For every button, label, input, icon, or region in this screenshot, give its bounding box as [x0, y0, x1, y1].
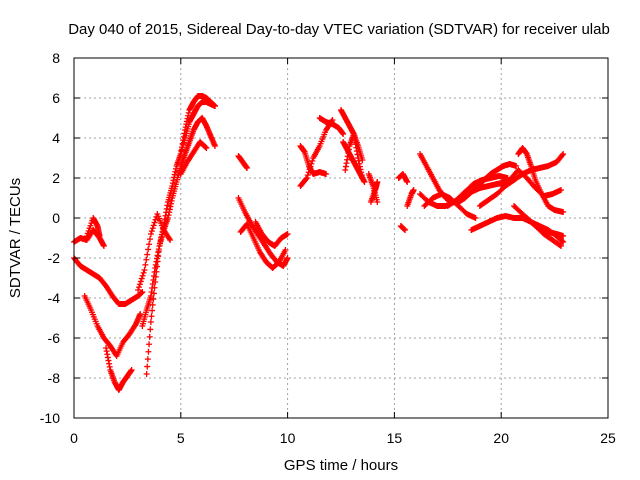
y-tick-labels: -10 -8 -6 -4 -2 0 2 4 6 8 [40, 50, 60, 426]
point-markers [103, 345, 135, 393]
y-tick-label: -10 [40, 410, 60, 426]
series-arc-17 [316, 115, 347, 137]
point-markers [235, 153, 251, 171]
point-markers [515, 145, 567, 215]
x-tick-label: 15 [387, 430, 403, 446]
point-markers [395, 171, 411, 185]
y-tick-label: -8 [48, 370, 61, 386]
y-tick-label: -6 [48, 330, 61, 346]
series-arc-16 [297, 143, 330, 177]
x-axis-label: GPS time / hours [284, 457, 398, 474]
point-markers [81, 293, 144, 359]
point-markers [342, 131, 366, 181]
point-markers [177, 93, 218, 157]
series-arc-03 [71, 255, 146, 307]
point-markers [397, 223, 409, 233]
point-markers [237, 221, 289, 271]
series-arc-22 [367, 179, 381, 205]
plot-frame [73, 57, 609, 419]
x-tick-label: 0 [70, 430, 78, 446]
series-arc-02 [83, 215, 103, 239]
point-markers [444, 173, 511, 209]
x-tick-label: 10 [280, 430, 296, 446]
series-arc-08 [177, 93, 218, 157]
y-tick-label: 0 [52, 210, 60, 226]
series-arc-33 [515, 145, 567, 215]
y-tick-label: 6 [52, 90, 60, 106]
point-markers [523, 215, 565, 249]
point-markers [297, 143, 330, 177]
y-tick-label: -4 [48, 290, 61, 306]
chart-title: Day 040 of 2015, Sidereal Day-to-day VTE… [68, 21, 610, 38]
series-arc-24 [397, 223, 409, 233]
series-arc-23 [395, 171, 411, 185]
x-tick-label: 20 [493, 430, 509, 446]
series-arc-07 [139, 115, 218, 329]
series-arc-10 [177, 139, 210, 177]
y-tick-label: -2 [48, 250, 61, 266]
x-tick-label: 5 [177, 430, 185, 446]
series-arc-25 [404, 187, 417, 209]
series-arc-20 [342, 131, 366, 181]
series-arc-14 [252, 219, 291, 249]
point-markers [83, 215, 103, 239]
point-markers [135, 211, 174, 293]
data-points [71, 93, 567, 393]
y-tick-label: 4 [52, 130, 60, 146]
series-arc-09 [135, 211, 174, 293]
point-markers [404, 187, 417, 209]
tick-marks [73, 57, 609, 419]
point-markers [139, 115, 218, 329]
y-axis-label: SDTVAR / TECUs [7, 178, 24, 298]
point-markers [71, 255, 146, 307]
point-markers [177, 139, 210, 177]
x-tick-label: 25 [600, 430, 616, 446]
point-markers [252, 219, 291, 249]
grid-lines [74, 58, 608, 418]
x-tick-labels: 0 5 10 15 20 25 [70, 430, 616, 446]
y-tick-label: 2 [52, 170, 60, 186]
y-tick-label: 8 [52, 50, 60, 66]
series-arc-04 [81, 293, 144, 359]
point-markers [367, 179, 381, 205]
series-arc-35 [523, 215, 565, 249]
series-arc-05 [103, 345, 135, 393]
series-arc-13 [237, 221, 289, 271]
series-arc-11 [235, 153, 251, 171]
point-markers [316, 115, 347, 137]
series-arc-29 [444, 173, 511, 209]
